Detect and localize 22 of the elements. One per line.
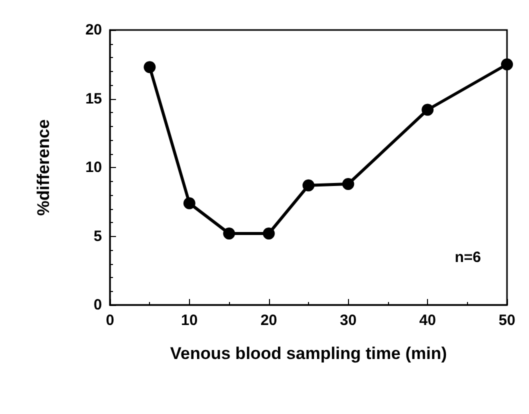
point <box>223 228 236 240</box>
x-tick-label: 0 <box>106 312 114 329</box>
x-tick-label: 30 <box>340 312 357 329</box>
y-axis-title: %difference <box>34 119 53 216</box>
y-tick-label: 0 <box>94 296 102 314</box>
point <box>501 58 513 70</box>
y-tick-label: 5 <box>94 228 102 245</box>
annotation: n=6 <box>454 249 481 266</box>
point <box>144 61 156 74</box>
y-tick-label: 10 <box>85 159 102 176</box>
y-tick-label: 20 <box>85 22 102 38</box>
x-tick-label: 50 <box>498 312 516 329</box>
x-tick-label: 40 <box>419 312 436 329</box>
x-tick-label: 20 <box>260 312 278 329</box>
point <box>422 104 434 116</box>
point <box>342 178 354 190</box>
x-tick-label: 10 <box>181 312 198 329</box>
point <box>262 228 275 240</box>
y-tick-label: 15 <box>85 90 102 108</box>
point <box>183 197 196 210</box>
x-axis-title: Venous blood sampling time (min) <box>170 344 447 363</box>
point <box>302 179 314 192</box>
